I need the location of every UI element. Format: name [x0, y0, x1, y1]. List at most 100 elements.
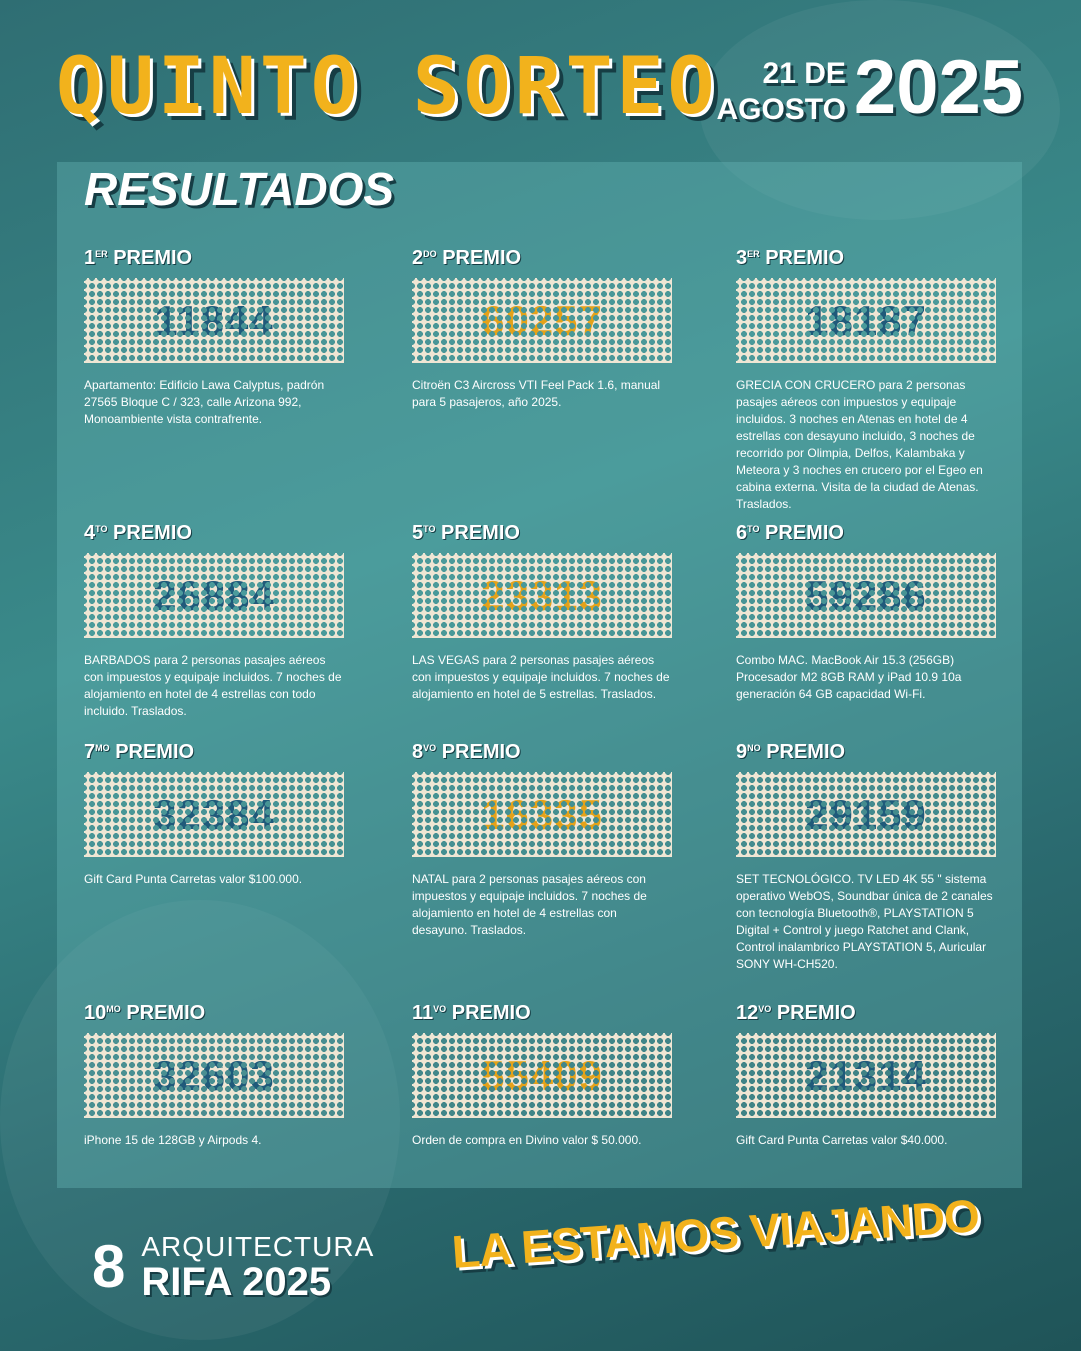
- prize-description: SET TECNOLÓGICO. TV LED 4K 55 " sistema …: [736, 872, 993, 971]
- prize-word: PREMIO: [113, 522, 192, 544]
- prize-2: 2DO PREMIO 60257 Citroën C3 Aircross VTI…: [412, 247, 672, 411]
- ticket: 18187: [736, 278, 996, 363]
- prize-word: PREMIO: [113, 247, 193, 269]
- prize-description: Combo MAC. MacBook Air 15.3 (256GB) Proc…: [736, 653, 962, 701]
- winning-number: 59286: [805, 571, 927, 619]
- prize-description: Citroën C3 Aircross VTI Feel Pack 1.6, m…: [412, 378, 661, 409]
- prize-3: 3ER PREMIO 18187 GRECIA CON CRUCERO para…: [736, 247, 996, 513]
- prize-1: 1ER PREMIO 11844 Apartamento: Edificio L…: [84, 247, 344, 428]
- winning-number: 32384: [153, 790, 275, 838]
- prize-rank: 1: [84, 247, 96, 269]
- ticket: 60257: [412, 278, 672, 363]
- prize-rank: 7: [84, 741, 96, 763]
- prize-word: PREMIO: [776, 1002, 856, 1024]
- prize-rank: 10: [84, 1002, 107, 1024]
- prize-description: Orden de compra en Divino valor $ 50.000…: [412, 1133, 642, 1147]
- ticket: 32384: [84, 772, 344, 857]
- prize-rank: 9: [736, 741, 748, 763]
- prize-label: 6TO PREMIO: [736, 522, 996, 545]
- prize-rank: 12: [736, 1002, 759, 1024]
- winning-number: 23313: [481, 571, 603, 619]
- prize-description: NATAL para 2 personas pasajes aéreos con…: [412, 872, 647, 937]
- prize-description: Apartamento: Edificio Lawa Calyptus, pad…: [84, 378, 325, 426]
- background-decoration: [700, 0, 1060, 220]
- prize-rank-suffix: TO: [423, 524, 436, 534]
- prize-rank: 2: [412, 247, 424, 269]
- prize-word: PREMIO: [115, 741, 195, 763]
- date-month: AGOSTO: [716, 93, 846, 126]
- winning-number: 16335: [481, 790, 603, 838]
- prize-description: Gift Card Punta Carretas valor $100.000.: [84, 872, 303, 886]
- background-decoration: [0, 900, 400, 1340]
- prize-rank: 8: [412, 741, 424, 763]
- winning-number: 26884: [153, 571, 275, 619]
- ticket: 11844: [84, 278, 344, 363]
- prize-word: PREMIO: [441, 741, 521, 763]
- prize-rank-suffix: DO: [423, 249, 437, 259]
- prize-rank-suffix: MO: [106, 1004, 121, 1014]
- prize-label: 1ER PREMIO: [84, 247, 344, 270]
- prize-description: iPhone 15 de 128GB y Airpods 4.: [84, 1133, 262, 1147]
- prize-9: 9NO PREMIO 29159 SET TECNOLÓGICO. TV LED…: [736, 741, 996, 973]
- ticket: 26884: [84, 553, 344, 638]
- prize-rank-suffix: VO: [433, 1004, 447, 1014]
- ticket: 32603: [84, 1033, 344, 1118]
- prize-rank-suffix: NO: [747, 743, 761, 753]
- prize-label: 2DO PREMIO: [412, 247, 672, 270]
- winning-number: 21314: [805, 1051, 927, 1099]
- prize-10: 10MO PREMIO 32603 iPhone 15 de 128GB y A…: [84, 1002, 344, 1149]
- prize-rank-suffix: MO: [95, 743, 110, 753]
- prize-rank-suffix: ER: [747, 249, 760, 259]
- prize-rank-suffix: TO: [747, 524, 760, 534]
- date-year: 2025: [853, 45, 1023, 130]
- ticket: 55409: [412, 1033, 672, 1118]
- prize-6: 6TO PREMIO 59286 Combo MAC. MacBook Air …: [736, 522, 996, 703]
- prize-description: LAS VEGAS para 2 personas pasajes aéreos…: [412, 653, 670, 701]
- prize-label: 8VO PREMIO: [412, 741, 672, 764]
- logo-line1: ARQUITECTURA: [141, 1231, 375, 1262]
- prize-word: PREMIO: [126, 1002, 206, 1024]
- prize-rank: 5: [412, 522, 424, 544]
- prize-label: 9NO PREMIO: [736, 741, 996, 764]
- prize-rank: 6: [736, 522, 748, 544]
- prize-label: 12VO PREMIO: [736, 1002, 996, 1025]
- prize-word: PREMIO: [442, 247, 522, 269]
- prize-7: 7MO PREMIO 32384 Gift Card Punta Carreta…: [84, 741, 344, 888]
- event-date: 21 DE AGOSTO 2025: [716, 48, 1023, 128]
- winning-number: 18187: [805, 296, 927, 344]
- date-day: 21 DE: [762, 57, 846, 90]
- prize-rank-suffix: TO: [95, 524, 108, 534]
- ticket: 21314: [736, 1033, 996, 1118]
- prize-rank-suffix: ER: [95, 249, 108, 259]
- winning-number: 32603: [153, 1051, 275, 1099]
- section-title: RESULTADOS: [84, 163, 395, 215]
- prize-rank: 4: [84, 522, 96, 544]
- prize-description: BARBADOS para 2 personas pasajes aéreos …: [84, 653, 342, 718]
- prize-word: PREMIO: [441, 522, 520, 544]
- prize-word: PREMIO: [765, 247, 845, 269]
- ticket: 59286: [736, 553, 996, 638]
- prize-8: 8VO PREMIO 16335 NATAL para 2 personas p…: [412, 741, 672, 939]
- slogan: LA ESTAMOS VIAJANDO: [450, 1189, 981, 1278]
- ticket: 23313: [412, 553, 672, 638]
- prize-12: 12VO PREMIO 21314 Gift Card Punta Carret…: [736, 1002, 996, 1149]
- prize-description: GRECIA CON CRUCERO para 2 personas pasaj…: [736, 378, 983, 511]
- prize-word: PREMIO: [766, 741, 846, 763]
- prize-label: 3ER PREMIO: [736, 247, 996, 270]
- prize-11: 11VO PREMIO 55409 Orden de compra en Div…: [412, 1002, 672, 1149]
- page-title: QUINTO SORTEO: [56, 42, 719, 132]
- prize-label: 10MO PREMIO: [84, 1002, 344, 1025]
- prize-4: 4TO PREMIO 26884 BARBADOS para 2 persona…: [84, 522, 344, 720]
- winning-number: 11844: [154, 296, 274, 344]
- prize-word: PREMIO: [765, 522, 844, 544]
- prize-rank-suffix: VO: [423, 743, 437, 753]
- prize-rank: 3: [736, 247, 748, 269]
- winning-number: 55409: [481, 1051, 603, 1099]
- winning-number: 60257: [481, 296, 603, 344]
- prize-label: 5TO PREMIO: [412, 522, 672, 545]
- logo-line2: RIFA 2025: [141, 1260, 332, 1304]
- prize-label: 11VO PREMIO: [412, 1002, 672, 1025]
- prize-word: PREMIO: [451, 1002, 531, 1024]
- ticket: 16335: [412, 772, 672, 857]
- prize-description: Gift Card Punta Carretas valor $40.000.: [736, 1133, 948, 1147]
